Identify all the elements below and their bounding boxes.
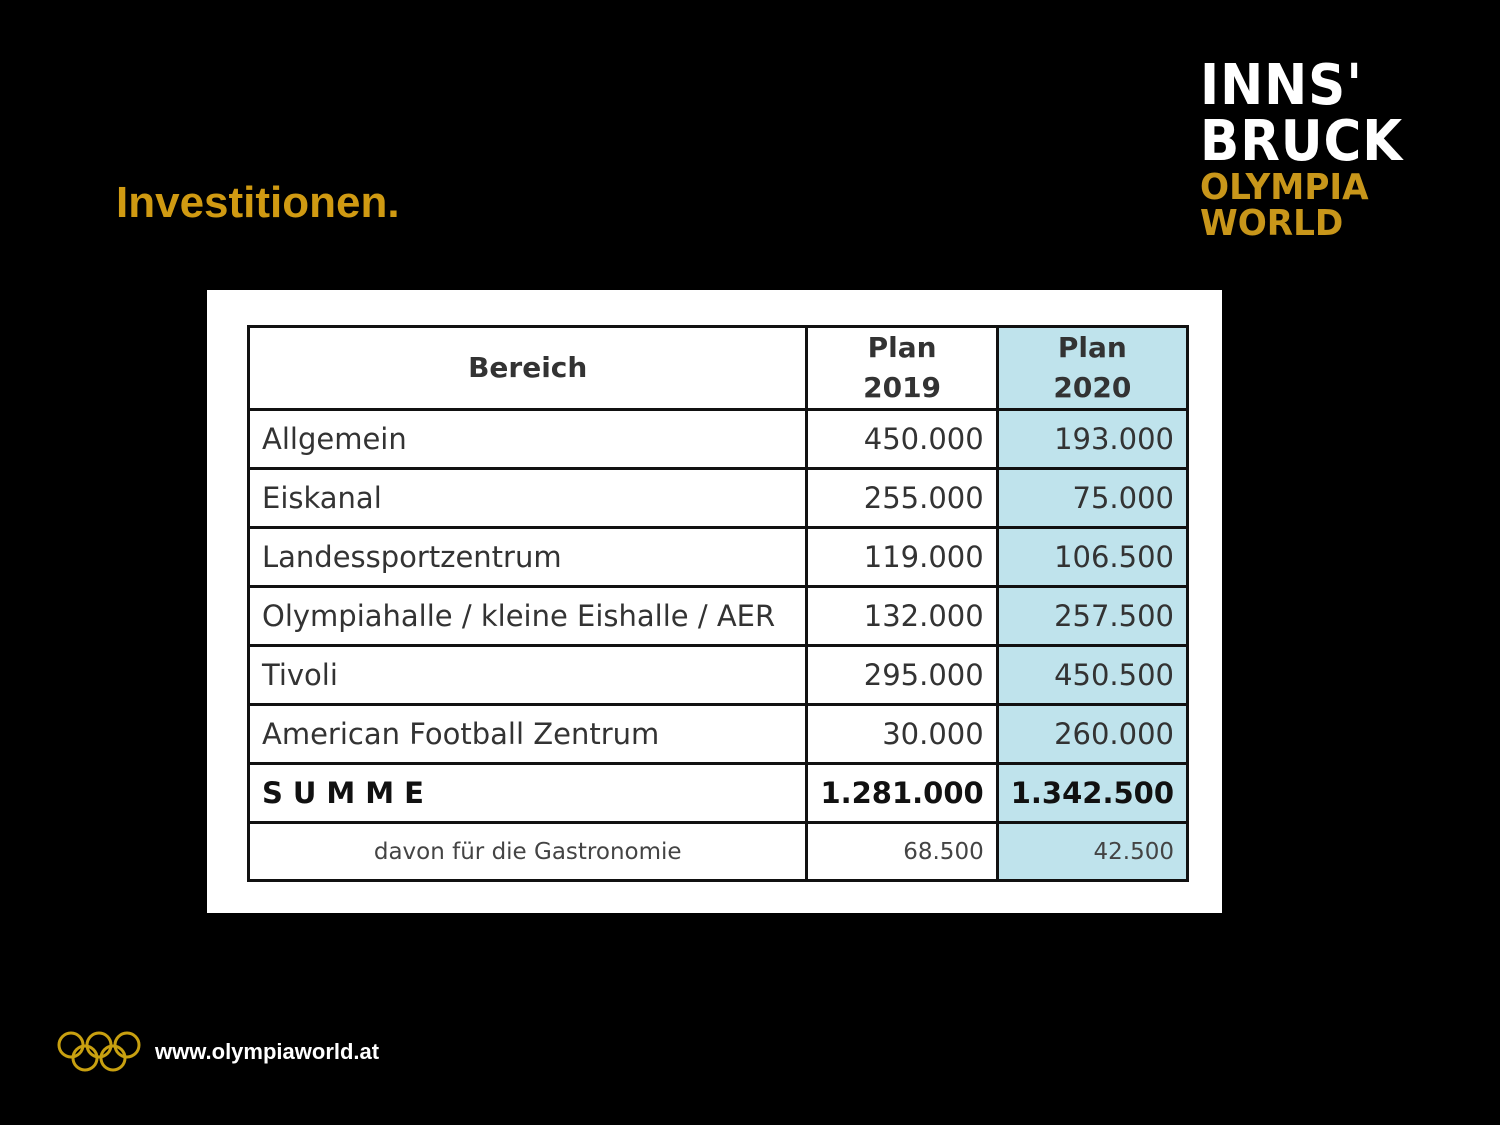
sum-2020: 1.342.500 [995,762,1190,824]
logo-line: INNS' [1200,53,1363,118]
olympic-rings-icon [57,1031,141,1072]
header-plan-2020: Plan 2020 [995,325,1190,411]
sum-label: SUMME [246,762,809,824]
row-label: Landessportzentrum [246,526,809,588]
value-2020: 75.000 [995,467,1190,529]
row-label: Allgemein [246,408,809,470]
innsbruck-olympia-world-logo: INNS' BRUCK OLYMPIA WORLD [1200,58,1421,242]
website-link[interactable]: www.olympiaworld.at [155,1039,380,1064]
logo-line: OLYMPIA [1200,167,1369,208]
header-text: Plan 2019 [863,331,942,404]
table-panel: Bereich Plan 2019 Plan 2020 Allgemein 450… [207,290,1222,913]
investment-table: Bereich Plan 2019 Plan 2020 Allgemein 450… [246,325,1190,882]
gastronomy-row: davon für die Gastronomie 68.500 42.500 [246,821,1190,882]
logo-line: WORLD [1200,203,1344,244]
header-bereich: Bereich [246,325,809,411]
footer: www.olympiaworld.at [55,1030,379,1074]
logo-line: BRUCK [1200,109,1404,174]
value-2019: 450.000 [805,408,999,470]
value-2020: 450.500 [995,644,1190,706]
table-row: Tivoli 295.000 450.500 [246,644,1190,706]
value-2020: 257.500 [995,585,1190,647]
sum-2019: 1.281.000 [805,762,999,824]
row-label: Olympiahalle / kleine Eishalle / AER [246,585,809,647]
value-2019: 132.000 [805,585,999,647]
value-2019: 30.000 [805,703,999,765]
table-row: Olympiahalle / kleine Eishalle / AER 132.… [246,585,1190,647]
row-label: Tivoli [246,644,809,706]
row-label: American Football Zentrum [246,703,809,765]
header-row: Bereich Plan 2019 Plan 2020 [246,325,1190,411]
value-2020: 106.500 [995,526,1190,588]
value-2019: 119.000 [805,526,999,588]
gastronomy-2020: 42.500 [995,821,1190,882]
value-2019: 255.000 [805,467,999,529]
table-row: Allgemein 450.000 193.000 [246,408,1190,470]
sum-row: SUMME 1.281.000 1.342.500 [246,762,1190,824]
table-row: Eiskanal 255.000 75.000 [246,467,1190,529]
gastronomy-label: davon für die Gastronomie [246,821,809,882]
value-2020: 193.000 [995,408,1190,470]
value-2020: 260.000 [995,703,1190,765]
value-2019: 295.000 [805,644,999,706]
header-text: Plan 2020 [1053,331,1132,404]
page-title: Investitionen. [116,178,400,227]
table-row: American Football Zentrum 30.000 260.000 [246,703,1190,765]
header-plan-2019: Plan 2019 [805,325,999,411]
gastronomy-2019: 68.500 [805,821,999,882]
table-row: Landessportzentrum 119.000 106.500 [246,526,1190,588]
row-label: Eiskanal [246,467,809,529]
